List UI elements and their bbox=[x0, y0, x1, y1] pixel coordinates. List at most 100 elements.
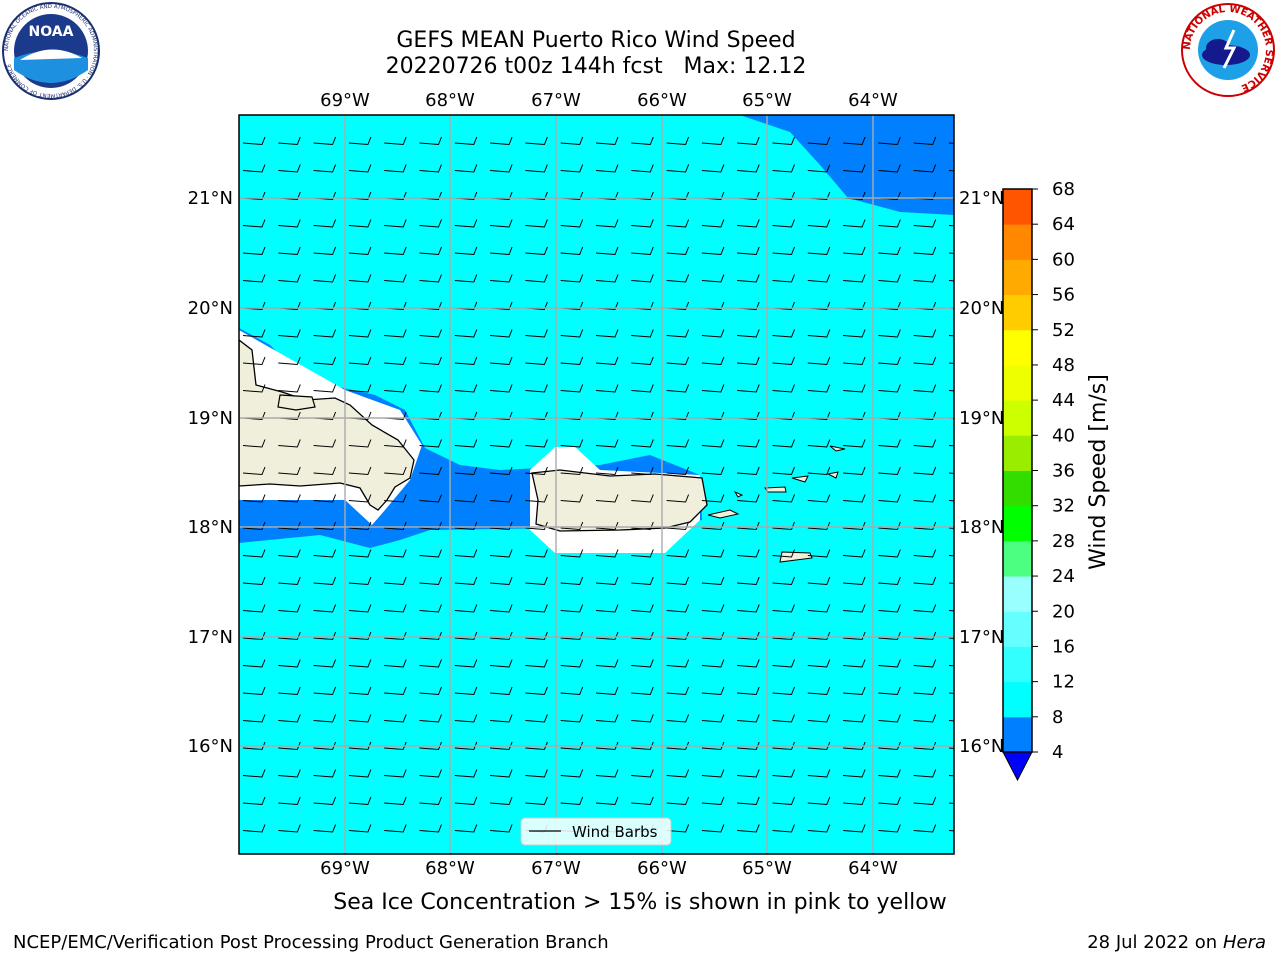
wind-barb bbox=[278, 686, 301, 696]
wind-barb bbox=[348, 136, 372, 146]
wind-barb bbox=[313, 136, 337, 146]
map-legend: Wind Barbs bbox=[520, 817, 672, 846]
wind-barb bbox=[772, 466, 795, 476]
wind-barb bbox=[772, 576, 795, 586]
wind-barb bbox=[560, 769, 584, 778]
wind-barb bbox=[595, 274, 619, 283]
wind-barb bbox=[242, 219, 266, 228]
wind-barb bbox=[242, 604, 266, 613]
wind-barb bbox=[666, 356, 690, 366]
wind-barb bbox=[313, 686, 337, 696]
wind-barb bbox=[384, 521, 407, 531]
wind-barb bbox=[525, 219, 548, 228]
wind-barb bbox=[454, 384, 478, 393]
colorbar-tick-label: 32 bbox=[1052, 496, 1075, 517]
wind-barb bbox=[772, 384, 795, 393]
wind-barb bbox=[807, 466, 831, 476]
wind-barb bbox=[631, 274, 654, 283]
wind-barb bbox=[772, 356, 795, 366]
lon-label-top: 64°W bbox=[848, 90, 898, 111]
wind-barb bbox=[595, 659, 619, 668]
wind-barb bbox=[419, 494, 442, 503]
wind-barb bbox=[348, 219, 372, 228]
wind-barb bbox=[419, 219, 442, 228]
colorbar-tick-label: 64 bbox=[1052, 214, 1075, 235]
colorbar-tick-label: 36 bbox=[1052, 461, 1075, 482]
wind-barb bbox=[348, 824, 372, 833]
wind-barb bbox=[490, 604, 513, 613]
wind-barb bbox=[701, 439, 725, 448]
lat-label-left: 17°N bbox=[188, 627, 233, 648]
wind-barb bbox=[348, 439, 372, 448]
wind-barb bbox=[807, 329, 831, 338]
wind-barb bbox=[525, 521, 548, 531]
wind-barb bbox=[843, 274, 866, 283]
wind-barb bbox=[384, 741, 407, 751]
wind-barb bbox=[560, 741, 584, 751]
wind-barb bbox=[313, 769, 337, 778]
wind-barb bbox=[384, 659, 407, 668]
wind-barb bbox=[878, 714, 901, 723]
wind-barb bbox=[278, 741, 301, 751]
wind-barb bbox=[737, 466, 760, 476]
wind-barb bbox=[278, 494, 301, 503]
colorbar-tick-label: 60 bbox=[1052, 249, 1075, 270]
wind-barb bbox=[772, 329, 795, 338]
wind-barb bbox=[348, 714, 372, 723]
wind-barb bbox=[242, 384, 266, 393]
lat-label-right: 18°N bbox=[959, 517, 1004, 538]
wind-barb bbox=[419, 521, 442, 531]
colorbar-segment bbox=[1003, 646, 1032, 683]
wind-barb bbox=[631, 439, 654, 448]
wind-barb bbox=[242, 714, 266, 723]
wind-barb bbox=[384, 356, 407, 366]
wind-barb bbox=[878, 384, 901, 393]
wind-barb bbox=[525, 686, 548, 696]
lat-label-left: 18°N bbox=[188, 517, 233, 538]
wind-barb bbox=[384, 466, 407, 476]
footer-date: 28 Jul 2022 on Hera bbox=[1087, 932, 1266, 953]
lat-label-right: 17°N bbox=[959, 627, 1004, 648]
wind-barb bbox=[419, 329, 442, 338]
wind-barb bbox=[560, 384, 584, 393]
wind-barb bbox=[490, 136, 513, 146]
wind-barb bbox=[772, 494, 795, 503]
wind-barb bbox=[278, 466, 301, 476]
wind-barb bbox=[242, 521, 266, 531]
wind-barb bbox=[242, 576, 266, 586]
wind-barb bbox=[878, 274, 901, 283]
wind-barb bbox=[701, 494, 725, 503]
wind-barb bbox=[242, 824, 266, 833]
footer-org: NCEP/EMC/Verification Post Processing Pr… bbox=[13, 932, 609, 953]
wind-barb bbox=[490, 521, 513, 531]
wind-barb bbox=[701, 769, 725, 778]
wind-barb bbox=[807, 659, 831, 668]
wind-barb bbox=[807, 576, 831, 586]
wind-barb bbox=[384, 164, 407, 173]
wind-barb bbox=[595, 246, 619, 256]
wind-barb bbox=[242, 356, 266, 366]
wind-barb bbox=[913, 824, 937, 833]
wind-barb bbox=[595, 494, 619, 503]
lat-label-right: 20°N bbox=[959, 298, 1004, 319]
wind-barb bbox=[278, 219, 301, 228]
wind-barb bbox=[913, 439, 937, 448]
wind-barb bbox=[560, 439, 584, 448]
wind-barb bbox=[666, 686, 690, 696]
wind-barb bbox=[666, 576, 690, 586]
wind-barb bbox=[701, 521, 725, 531]
wind-barb bbox=[737, 521, 760, 531]
wind-barb bbox=[807, 494, 831, 503]
lon-label-bottom: 65°W bbox=[742, 858, 792, 879]
wind-barb bbox=[631, 219, 654, 228]
wind-barb bbox=[454, 769, 478, 778]
wind-barb bbox=[701, 576, 725, 586]
wind-barb bbox=[419, 274, 442, 283]
wind-barb bbox=[843, 824, 866, 833]
wind-barb bbox=[454, 466, 478, 476]
wind-barb bbox=[807, 549, 831, 558]
wind-barb bbox=[419, 741, 442, 751]
wind-barb bbox=[878, 769, 901, 778]
wind-barb bbox=[631, 246, 654, 256]
lon-label-top: 65°W bbox=[742, 90, 792, 111]
